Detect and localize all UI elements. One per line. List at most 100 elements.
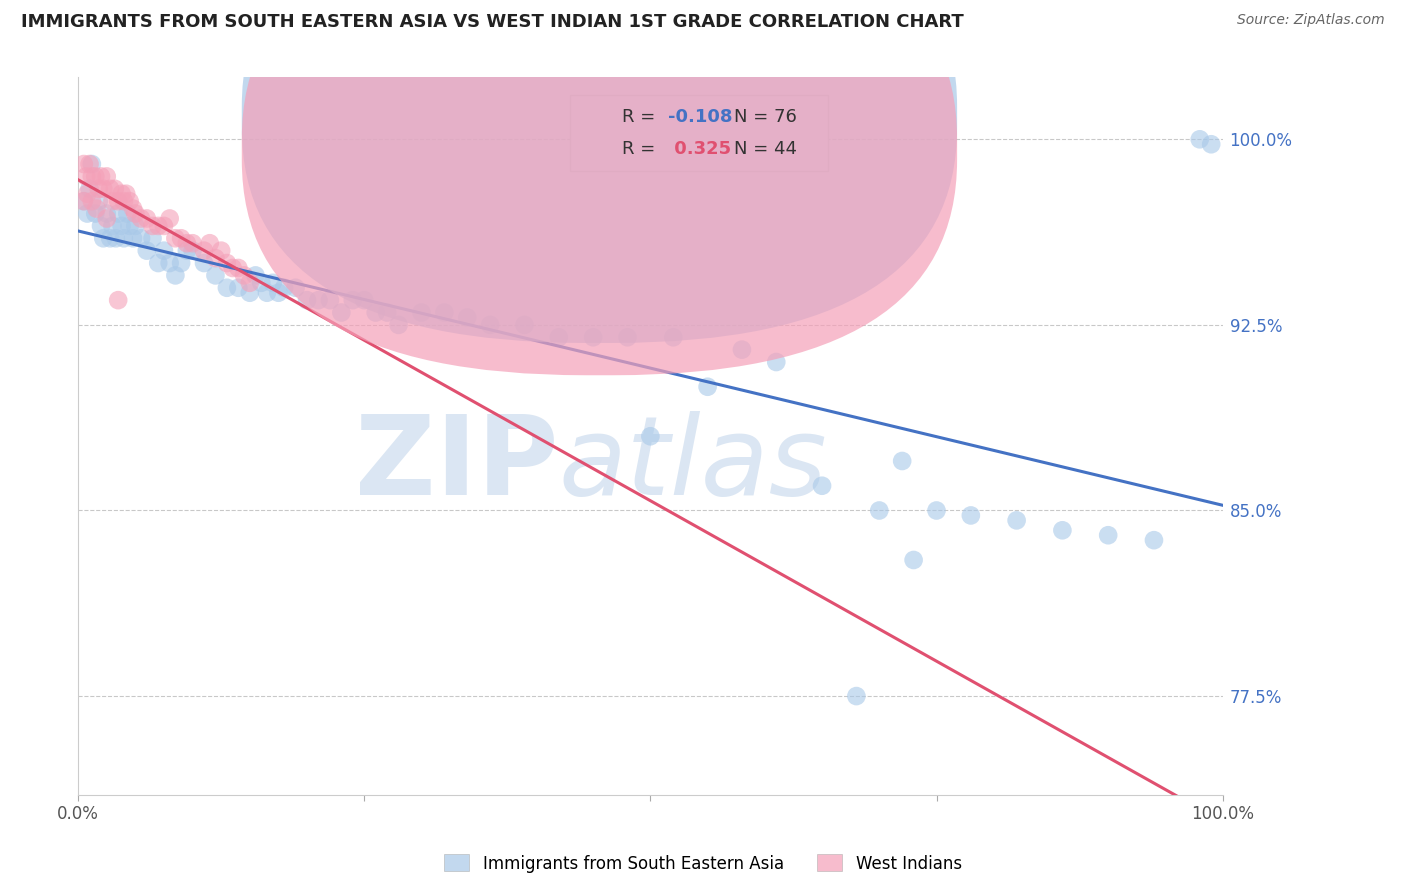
Point [101,194,124,209]
Point [141,231,163,245]
Point [245,268,267,283]
Point [122,231,145,245]
Point [1097,528,1119,542]
Text: IMMIGRANTS FROM SOUTH EASTERN ASIA VS WEST INDIAN 1ST GRADE CORRELATION CHART: IMMIGRANTS FROM SOUTH EASTERN ASIA VS WE… [21,13,965,31]
Point [165,231,187,245]
Point [122,202,145,216]
Point [176,236,198,251]
Point [456,310,478,325]
Text: R =: R = [621,108,661,126]
FancyBboxPatch shape [571,95,828,170]
Point [616,330,638,344]
Point [87,194,110,209]
Point [925,503,948,517]
Point [135,244,157,258]
Point [129,211,152,226]
Point [90,219,112,233]
Point [233,268,256,283]
Point [959,508,981,523]
Point [141,219,163,233]
Point [84,169,107,184]
Point [76,186,98,201]
Point [181,244,204,258]
Point [198,236,221,251]
Point [96,169,118,184]
Point [193,256,215,270]
Point [73,194,96,209]
Point [87,182,110,196]
Point [209,244,232,258]
Point [193,244,215,258]
Point [148,219,170,233]
Point [262,276,284,290]
Point [80,157,103,171]
Point [170,256,193,270]
Point [1052,523,1074,537]
Point [80,169,103,184]
Point [479,318,502,332]
Point [96,206,118,220]
Point [215,281,238,295]
Point [696,380,718,394]
Point [101,219,124,233]
FancyBboxPatch shape [242,0,957,376]
Point [86,202,108,216]
Point [118,219,141,233]
Point [239,276,262,290]
Point [342,293,364,307]
Point [170,231,193,245]
Point [80,194,103,209]
Point [73,157,96,171]
Text: R =: R = [621,140,661,158]
Point [153,219,176,233]
Point [96,211,118,226]
Point [104,231,127,245]
FancyBboxPatch shape [242,0,957,343]
Point [868,503,890,517]
Point [513,318,536,332]
Point [91,231,114,245]
Point [375,305,398,319]
Point [765,355,787,369]
Text: ZIP: ZIP [356,411,558,518]
Point [662,330,685,344]
Point [118,194,141,209]
Point [98,231,121,245]
Point [204,268,226,283]
Point [547,330,569,344]
Point [308,293,330,307]
Point [204,251,226,265]
Point [159,211,181,226]
Point [84,206,107,220]
Point [112,231,135,245]
Point [1005,513,1028,527]
Point [330,305,353,319]
Point [903,553,925,567]
Point [112,194,135,209]
Point [79,157,101,171]
Point [215,256,238,270]
Point [411,305,433,319]
Text: Source: ZipAtlas.com: Source: ZipAtlas.com [1237,13,1385,28]
Point [76,206,98,220]
Point [284,281,307,295]
Text: -0.108: -0.108 [668,108,733,126]
Text: N = 44: N = 44 [734,140,797,158]
Point [267,285,290,300]
Point [640,429,662,443]
Point [75,169,97,184]
Point [433,305,456,319]
Point [115,186,138,201]
Point [107,194,129,209]
Point [250,276,273,290]
Point [110,219,132,233]
Point [319,293,342,307]
Point [104,182,127,196]
Point [1143,533,1166,548]
Point [731,343,754,357]
Point [107,206,129,220]
Point [811,479,834,493]
Point [256,285,278,300]
Point [129,231,152,245]
Point [273,281,295,295]
